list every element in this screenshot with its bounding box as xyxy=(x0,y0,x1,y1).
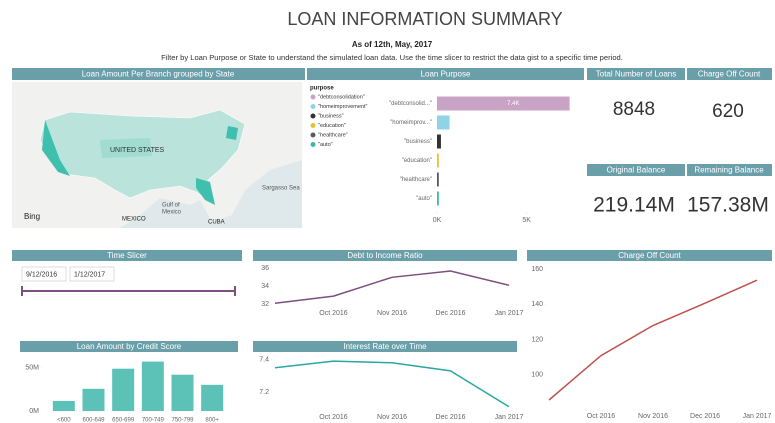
bar xyxy=(172,375,194,411)
bar xyxy=(437,135,441,149)
slicer-end: 1/12/2017 xyxy=(74,271,105,278)
legend-label: "auto" xyxy=(318,142,333,148)
subtitle: Filter by Loan Purpose or State to under… xyxy=(161,53,623,62)
y-tick-label: 140 xyxy=(531,301,543,308)
bar xyxy=(437,192,439,206)
panel-title: Loan Purpose xyxy=(421,70,471,79)
y-tick-label: "business" xyxy=(404,139,432,145)
x-tick-label: 800+ xyxy=(205,418,219,423)
map-label: CUBA xyxy=(208,220,225,226)
bar xyxy=(437,97,570,111)
data-label: 7.4K xyxy=(507,101,519,107)
legend-label: "healthcare" xyxy=(318,132,348,138)
legend-swatch xyxy=(311,133,316,138)
bar xyxy=(437,173,439,187)
x-tick-label: Oct 2016 xyxy=(319,414,348,421)
x-tick-label: Jan 2017 xyxy=(495,310,524,317)
x-tick-label: 650-699 xyxy=(112,418,135,423)
bar xyxy=(201,385,223,411)
card-title: Charge Off Count xyxy=(698,70,761,79)
y-tick-label: 100 xyxy=(531,372,543,379)
map-label: Sargasso Sea xyxy=(262,186,300,192)
card-value: 219.14M xyxy=(593,194,675,217)
bar xyxy=(53,401,75,411)
y-tick-label: "education" xyxy=(402,158,432,164)
bar xyxy=(83,389,105,411)
x-tick-label: 600-649 xyxy=(82,418,105,423)
x-tick-label: Jan 2017 xyxy=(495,414,524,421)
y-tick-label: 34 xyxy=(261,283,269,290)
legend-label: "debtconsolidation" xyxy=(318,94,365,100)
x-tick-label: Dec 2016 xyxy=(436,414,466,421)
legend-swatch xyxy=(311,142,316,147)
card-title: Original Balance xyxy=(607,166,666,175)
x-tick-label: 700-749 xyxy=(142,418,165,423)
card-title: Total Number of Loans xyxy=(596,70,677,79)
legend-label: "business" xyxy=(318,113,344,119)
line xyxy=(549,280,757,400)
line xyxy=(275,361,509,407)
as-of: As of 12th, May, 2017 xyxy=(352,40,433,49)
slider-handle[interactable] xyxy=(21,286,23,296)
y-tick-label: 50M xyxy=(25,365,39,372)
x-tick-label: Nov 2016 xyxy=(377,414,407,421)
map-label: UNITED STATES xyxy=(110,147,165,154)
map-label: Gulf of xyxy=(162,203,180,209)
x-tick-label: <600 xyxy=(57,418,71,423)
x-tick-label: 0K xyxy=(433,217,442,224)
legend-swatch xyxy=(311,104,316,109)
card-value: 157.38M xyxy=(687,194,769,217)
y-tick-label: "homeimprov..." xyxy=(390,120,432,126)
panel-title: Charge Off Count xyxy=(618,251,681,260)
map-brand: Bing xyxy=(24,212,40,221)
y-tick-label: 120 xyxy=(531,336,543,343)
bar xyxy=(112,369,134,411)
panel-title: Loan Amount Per Branch grouped by State xyxy=(82,70,235,79)
state-highlight xyxy=(226,126,238,140)
x-tick-label: Dec 2016 xyxy=(436,310,466,317)
panel-title: Debt to Income Ratio xyxy=(347,251,423,260)
dashboard: LOAN INFORMATION SUMMARY As of 12th, May… xyxy=(0,0,775,423)
slicer-start: 9/12/2016 xyxy=(26,271,57,278)
y-tick-label: 32 xyxy=(261,301,269,308)
bar xyxy=(437,116,450,130)
x-tick-label: Nov 2016 xyxy=(377,310,407,317)
x-tick-label: Dec 2016 xyxy=(690,413,720,420)
line xyxy=(275,271,509,303)
x-tick-label: Nov 2016 xyxy=(638,413,668,420)
map-label: Mexico xyxy=(162,210,182,216)
page-title: LOAN INFORMATION SUMMARY xyxy=(287,9,562,29)
x-tick-label: Oct 2016 xyxy=(319,310,348,317)
legend-label: "education" xyxy=(318,123,346,129)
legend-swatch xyxy=(311,95,316,100)
legend-label: "homeimprovement" xyxy=(318,104,367,110)
y-tick-label: 160 xyxy=(531,266,543,273)
y-tick-label: "auto" xyxy=(416,196,432,202)
y-tick-label: "healthcare" xyxy=(400,177,432,183)
y-tick-label: 7.2 xyxy=(259,389,269,396)
x-tick-label: 5K xyxy=(522,217,531,224)
slider-handle[interactable] xyxy=(234,286,236,296)
panel-title: Loan Amount by Credit Score xyxy=(77,342,182,351)
y-tick-label: 36 xyxy=(261,265,269,272)
panel-title: Time Slicer xyxy=(107,251,147,260)
x-tick-label: Oct 2016 xyxy=(587,413,616,420)
card-value: 8848 xyxy=(613,99,655,120)
x-tick-label: 750-799 xyxy=(171,418,194,423)
y-tick-label: 7.4 xyxy=(259,356,269,363)
y-tick-label: 0M xyxy=(29,408,39,415)
card-value: 620 xyxy=(712,101,744,122)
x-tick-label: Jan 2017 xyxy=(743,413,772,420)
y-tick-label: "debtconsolid..." xyxy=(389,101,432,107)
legend-swatch xyxy=(311,123,316,128)
bar xyxy=(437,154,439,168)
card-title: Remaining Balance xyxy=(694,166,764,175)
bar xyxy=(142,362,164,411)
legend-title: purpose xyxy=(310,86,334,92)
legend-swatch xyxy=(311,114,316,119)
panel-title: Interest Rate over Time xyxy=(343,342,427,351)
map-label: MEXICO xyxy=(122,217,146,223)
legend: "debtconsolidation" "homeimprovement" "bus… xyxy=(311,94,368,148)
